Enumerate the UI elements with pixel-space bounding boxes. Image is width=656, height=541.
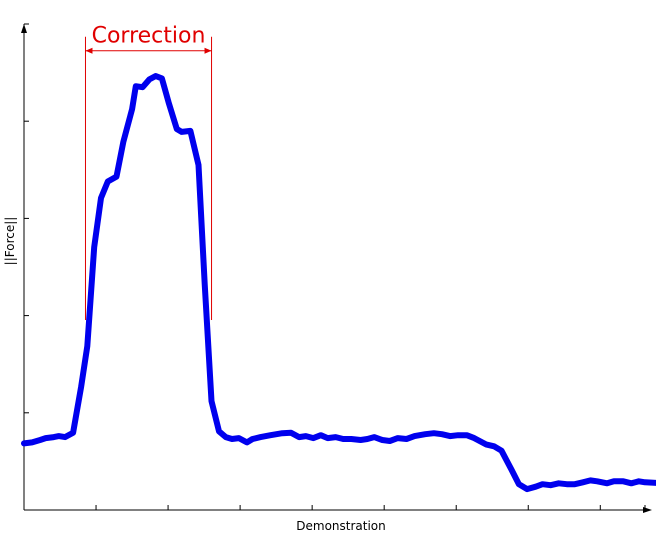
y-axis-label: ||Force||: [3, 217, 17, 266]
correction-annotation-label: Correction: [92, 24, 206, 49]
correction-span-left-arrowhead: [85, 47, 93, 54]
axes-layer: [21, 24, 652, 513]
correction-span-right-arrowhead: [204, 47, 212, 54]
x-axis-label: Demonstration: [296, 519, 386, 533]
ticks-layer: [23, 23, 646, 511]
series-layer: [21, 73, 656, 493]
series-line-force: [21, 73, 656, 493]
annotation-layer: Correction: [84, 24, 213, 320]
x-axis-arrowhead: [643, 507, 652, 513]
y-axis-arrowhead: [21, 24, 27, 33]
